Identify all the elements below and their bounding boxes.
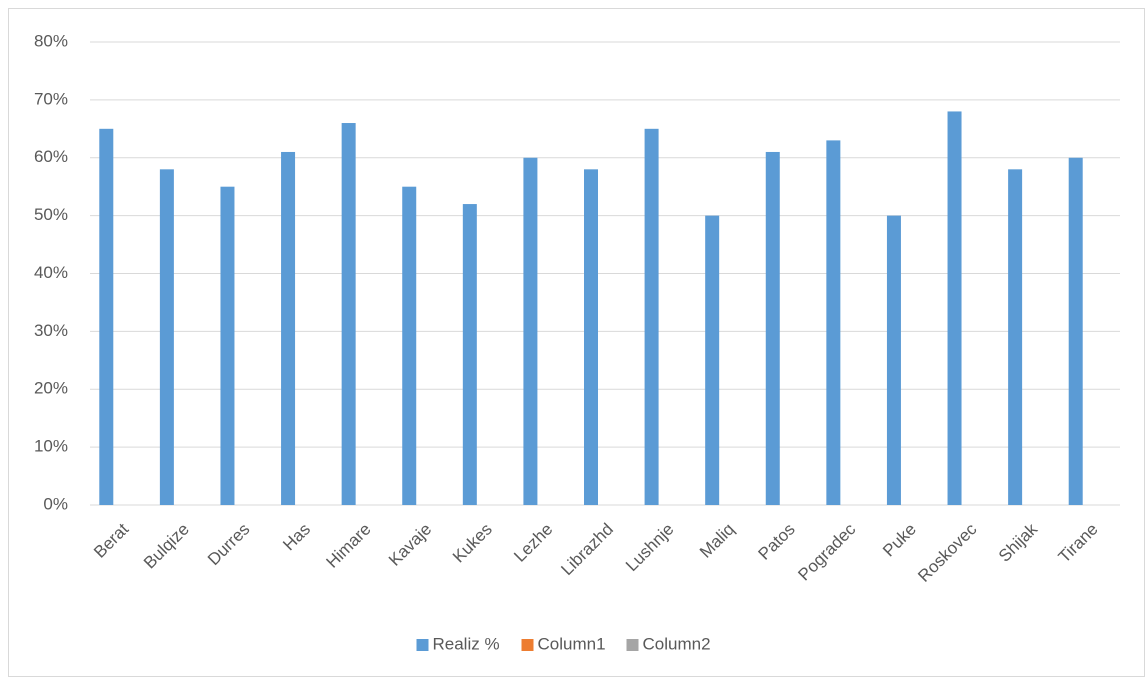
- legend-label: Column1: [538, 634, 606, 653]
- bar: [826, 140, 841, 505]
- bar: [523, 157, 538, 505]
- bar: [644, 128, 659, 505]
- chart-border: [8, 8, 1145, 677]
- bar: [584, 169, 598, 505]
- y-tick-label: 50%: [34, 205, 68, 224]
- bar: [1008, 169, 1023, 505]
- bar: [705, 215, 720, 505]
- bar: [1068, 157, 1083, 505]
- bar: [402, 186, 417, 505]
- y-tick-label: 80%: [34, 31, 68, 50]
- bar: [220, 186, 235, 505]
- bar: [281, 151, 296, 505]
- y-tick-label: 70%: [34, 89, 68, 108]
- bar: [159, 169, 174, 505]
- bar: [765, 151, 780, 505]
- y-tick-label: 30%: [34, 321, 68, 340]
- y-tick-label: 40%: [34, 263, 68, 282]
- legend-swatch: [626, 639, 639, 651]
- bar: [462, 204, 477, 506]
- y-tick-label: 0%: [43, 494, 68, 513]
- y-tick-label: 10%: [34, 437, 68, 456]
- bar: [947, 111, 962, 505]
- y-tick-label: 20%: [34, 379, 68, 398]
- legend-label: Realiz %: [433, 634, 500, 653]
- legend-swatch: [416, 639, 429, 651]
- y-tick-label: 60%: [34, 147, 68, 166]
- legend-label: Column2: [643, 634, 711, 653]
- bar: [99, 128, 114, 505]
- legend-swatch: [521, 639, 534, 651]
- bar: [886, 215, 901, 505]
- bar: [341, 123, 356, 506]
